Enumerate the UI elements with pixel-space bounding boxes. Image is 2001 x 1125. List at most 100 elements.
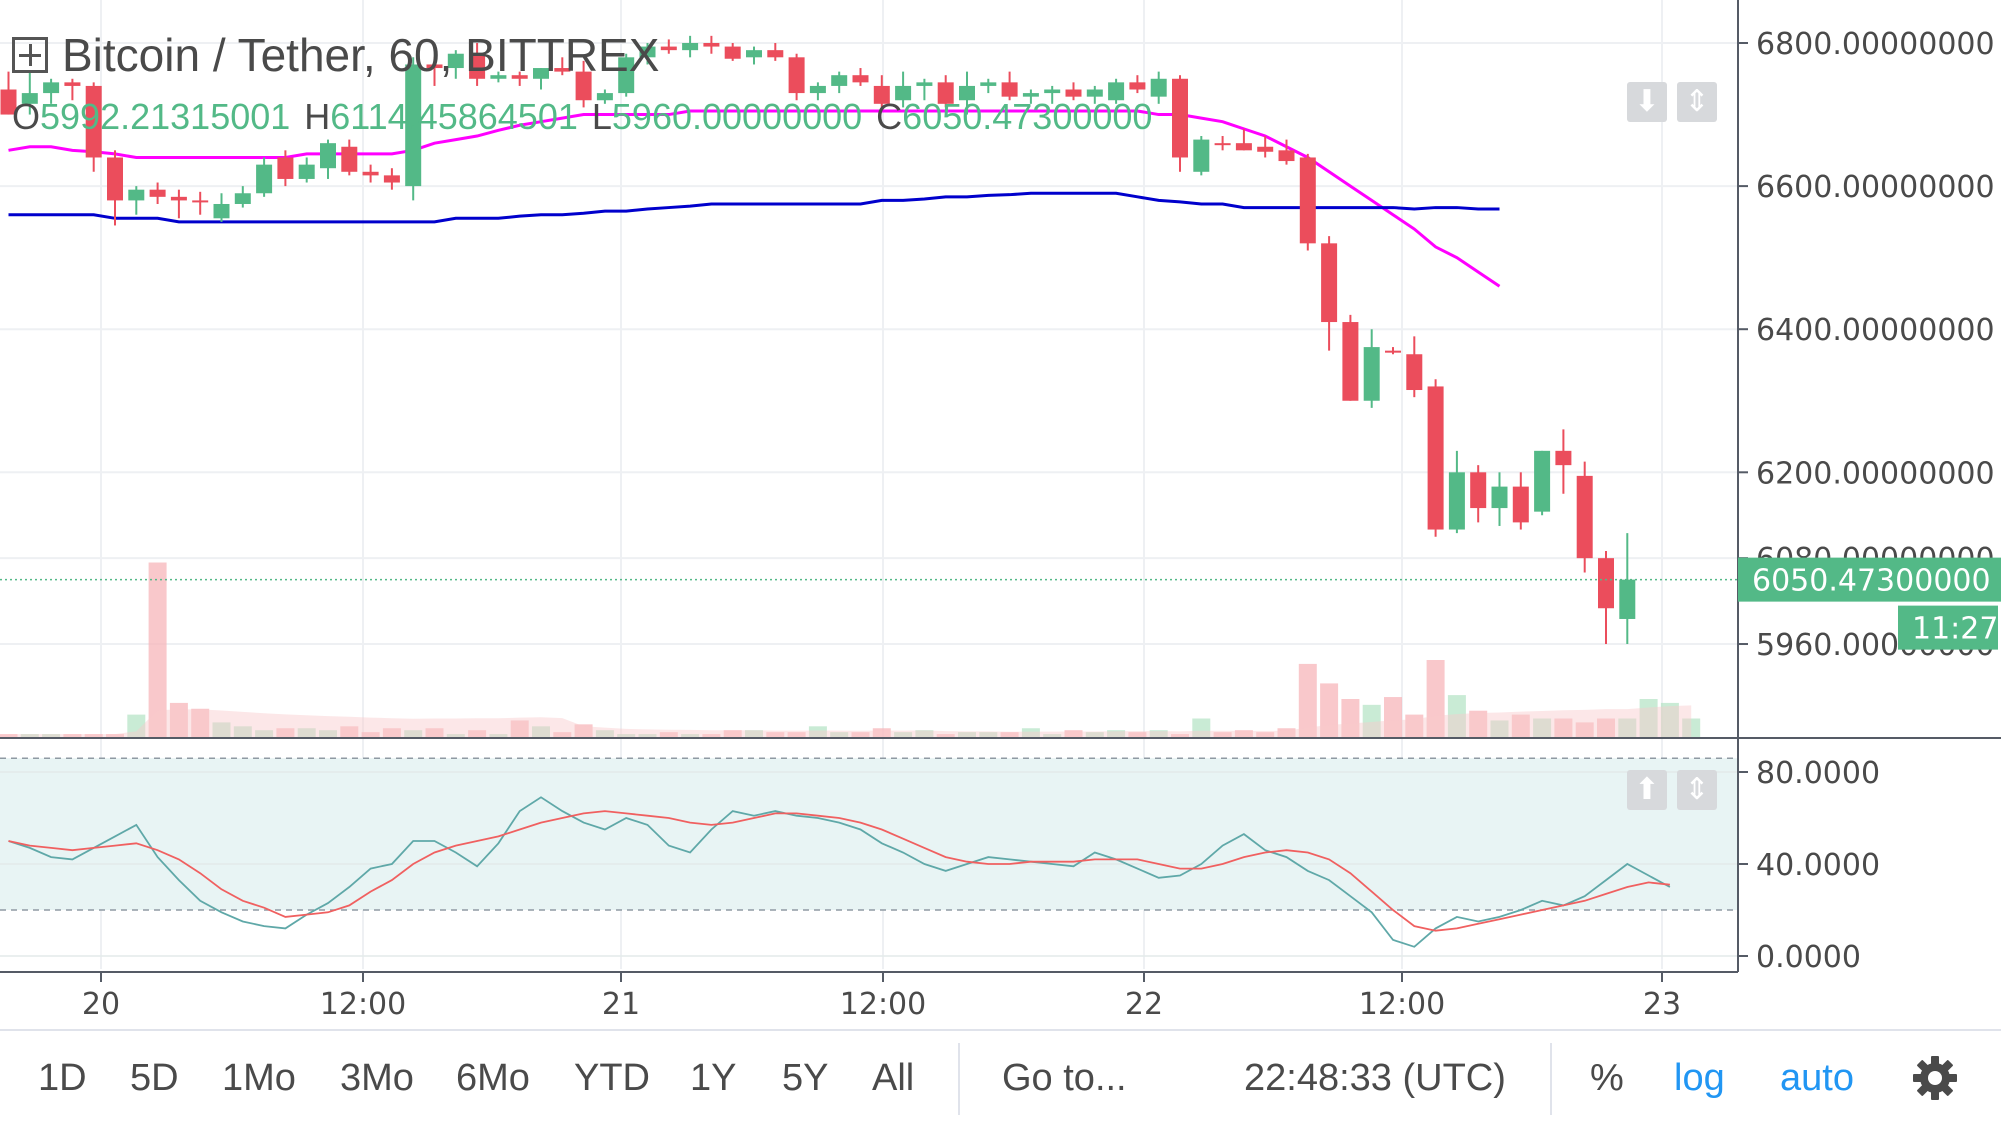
candle[interactable] (1001, 71, 1018, 101)
candle[interactable] (916, 78, 933, 101)
candle[interactable] (1491, 472, 1508, 526)
range-3mo-button[interactable]: 3Mo (340, 1057, 414, 1099)
candle[interactable] (533, 68, 549, 90)
candlesticks[interactable] (0, 35, 1738, 645)
candle[interactable] (1406, 336, 1423, 398)
candle[interactable] (85, 82, 102, 172)
candle[interactable] (128, 186, 145, 215)
candle[interactable] (575, 60, 592, 108)
candle[interactable] (1448, 450, 1465, 534)
candle[interactable] (277, 150, 294, 187)
candle[interactable] (426, 57, 443, 86)
candle[interactable] (1512, 472, 1529, 530)
candle[interactable] (618, 53, 635, 97)
candle[interactable] (1278, 139, 1295, 165)
candle[interactable] (1129, 75, 1146, 94)
candle[interactable] (1044, 85, 1061, 104)
range-ytd-button[interactable]: YTD (574, 1057, 650, 1099)
candle[interactable] (1235, 128, 1252, 151)
candle[interactable] (362, 164, 379, 183)
candle[interactable] (1150, 71, 1167, 104)
candle[interactable] (703, 35, 720, 54)
candle[interactable] (959, 71, 975, 115)
range-6mo-button[interactable]: 6Mo (456, 1057, 530, 1099)
candle[interactable] (1470, 465, 1487, 523)
candle[interactable] (1299, 153, 1316, 251)
candle[interactable] (1363, 329, 1380, 408)
candle[interactable] (1342, 314, 1359, 401)
candle[interactable] (469, 43, 486, 86)
candle[interactable] (192, 191, 209, 215)
candle[interactable] (1172, 75, 1188, 172)
plus-box-icon[interactable] (12, 37, 48, 73)
candle[interactable] (1214, 136, 1231, 151)
candle[interactable] (1598, 551, 1614, 645)
arrows-vertical-icon[interactable]: ⇕ (1677, 82, 1717, 122)
candle[interactable] (383, 168, 400, 190)
range-5y-button[interactable]: 5Y (782, 1057, 829, 1099)
candle[interactable] (1022, 89, 1039, 104)
candle[interactable] (660, 39, 677, 54)
candle[interactable] (490, 71, 507, 83)
candle[interactable] (809, 82, 826, 101)
percent-scale-toggle[interactable]: % (1590, 1057, 1624, 1099)
candle[interactable] (554, 57, 571, 76)
goto-button[interactable]: Go to... (1002, 1057, 1127, 1099)
auto-scale-toggle[interactable]: auto (1780, 1057, 1854, 1099)
candle[interactable] (1193, 136, 1210, 176)
candle[interactable] (596, 89, 613, 104)
range-1y-button[interactable]: 1Y (690, 1057, 737, 1099)
candle[interactable] (149, 182, 166, 204)
candle[interactable] (767, 43, 784, 61)
candle[interactable] (1427, 379, 1444, 537)
candle[interactable] (1555, 429, 1572, 494)
candle[interactable] (1108, 78, 1125, 104)
candle[interactable] (852, 68, 869, 86)
candle[interactable] (873, 75, 890, 108)
candle[interactable] (320, 139, 336, 179)
candle[interactable] (1534, 450, 1551, 516)
arrows-vertical-icon[interactable]: ⇕ (1677, 770, 1717, 810)
candle[interactable] (0, 71, 17, 115)
candle[interactable] (937, 75, 954, 108)
candle[interactable] (107, 150, 123, 226)
candle[interactable] (1257, 136, 1274, 158)
range-5d-button[interactable]: 5D (130, 1057, 179, 1099)
candle[interactable] (213, 193, 230, 222)
candle[interactable] (1385, 347, 1401, 355)
arrow-up-icon[interactable]: ⬆ (1627, 770, 1667, 810)
candle[interactable] (682, 35, 699, 58)
candle[interactable] (64, 78, 81, 101)
candle[interactable] (234, 186, 251, 208)
candle[interactable] (511, 71, 528, 86)
candle[interactable] (746, 46, 762, 65)
candle[interactable] (980, 78, 997, 94)
candle[interactable] (43, 78, 60, 104)
candle[interactable] (1086, 85, 1103, 104)
candle[interactable] (447, 50, 464, 79)
utc-clock[interactable]: 22:48:33 (UTC) (1244, 1057, 1506, 1099)
candle[interactable] (831, 71, 848, 94)
range-1mo-button[interactable]: 1Mo (222, 1057, 296, 1099)
arrow-down-icon[interactable]: ⬇ (1627, 82, 1667, 122)
candle[interactable] (1576, 461, 1593, 573)
candle[interactable] (405, 57, 422, 201)
candle[interactable] (1065, 82, 1082, 101)
candle[interactable] (724, 43, 741, 61)
range-1d-button[interactable]: 1D (38, 1057, 87, 1099)
candle[interactable] (1619, 533, 1636, 645)
candle[interactable] (895, 71, 912, 108)
candle[interactable] (298, 157, 315, 183)
candle[interactable] (788, 53, 805, 101)
candle[interactable] (639, 43, 656, 65)
candle[interactable] (341, 139, 358, 176)
candle[interactable] (256, 157, 273, 197)
candle[interactable] (170, 189, 187, 219)
gear-icon[interactable] (1912, 1055, 1958, 1101)
candle[interactable] (21, 71, 38, 115)
stochastic-oscillator-pane[interactable] (0, 757, 1738, 957)
candle[interactable] (1321, 236, 1338, 351)
range-all-button[interactable]: All (872, 1057, 915, 1099)
log-scale-toggle[interactable]: log (1674, 1057, 1725, 1099)
